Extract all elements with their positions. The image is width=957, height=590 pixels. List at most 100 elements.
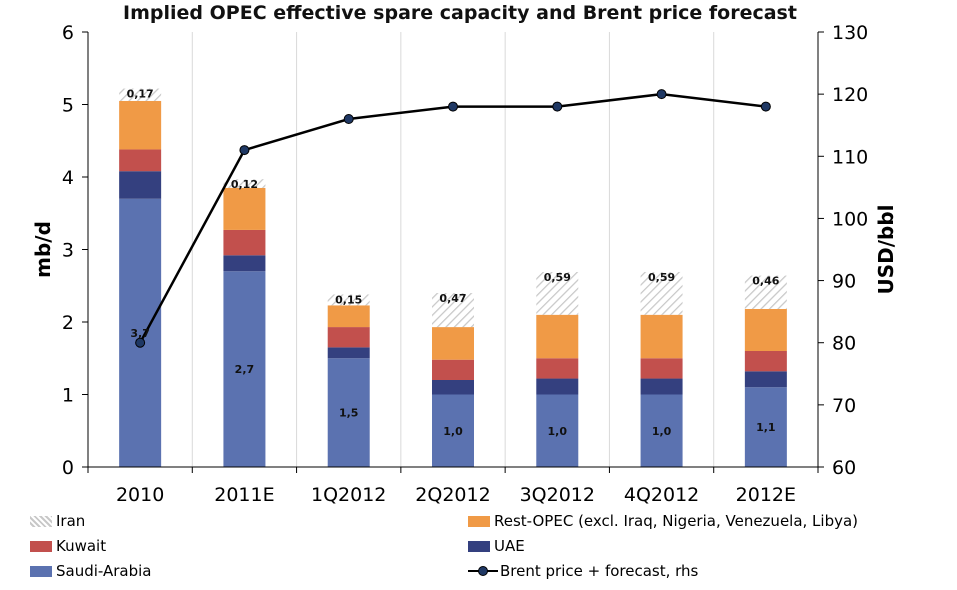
legend-label: Kuwait <box>56 537 107 555</box>
legend-line-swatch <box>468 566 498 576</box>
data-label: 3,7 <box>130 327 150 340</box>
data-label: 1,0 <box>652 425 672 438</box>
x-tick-label: 2011E <box>214 484 274 506</box>
bar-iran <box>744 275 787 309</box>
data-label: 0,17 <box>127 88 154 101</box>
legend-item: Rest-OPEC (excl. Iraq, Nigeria, Venezuel… <box>468 512 858 530</box>
bar-kuwait <box>432 359 474 380</box>
bar-rest-opec <box>432 327 474 360</box>
y2-tick-label: 80 <box>832 333 856 355</box>
bar-rest-opec <box>640 314 683 359</box>
chart-area: 0 1 2 3 4 5 6 60 70 80 90 100 110 120 130 2010 2011E 1Q20… <box>31 22 898 506</box>
bar-rest-opec <box>536 314 579 359</box>
data-label: 1,0 <box>443 425 463 438</box>
data-label: 1,5 <box>339 407 359 420</box>
data-label: 0,46 <box>752 275 779 288</box>
data-label: 0,47 <box>439 292 466 305</box>
y2-tick-label: 70 <box>832 395 856 417</box>
y2-tick-label: 130 <box>832 22 868 44</box>
bar-iran <box>432 293 474 328</box>
bar-kuwait <box>327 327 370 348</box>
legend-swatch <box>468 515 490 527</box>
bar-iran <box>119 88 162 101</box>
legend-item: Iran <box>30 512 85 530</box>
y-tick-label: 4 <box>62 167 74 189</box>
legend-label: Brent price + forecast, rhs <box>500 562 699 580</box>
y2-tick-label: 100 <box>832 208 868 230</box>
legend-label: UAE <box>494 537 525 555</box>
bar-saudi-arabia <box>640 394 683 467</box>
bar-kuwait <box>536 358 579 379</box>
chart-title: Implied OPEC effective spare capacity an… <box>123 2 797 24</box>
y2-axis-label: USD/bbl <box>874 204 898 294</box>
brent-point <box>135 337 146 348</box>
data-label: 0,59 <box>648 271 675 284</box>
bar-uae <box>223 255 266 272</box>
bar-uae <box>744 371 787 388</box>
bar-saudi-arabia <box>327 358 370 467</box>
data-label: 0,59 <box>544 271 571 284</box>
bar-iran <box>536 271 579 315</box>
brent-point <box>552 101 563 112</box>
legend-swatch <box>30 515 52 527</box>
legend-item: Saudi-Arabia <box>30 562 152 580</box>
x-tick-label: 1Q2012 <box>311 484 386 506</box>
legend-label: Rest-OPEC (excl. Iraq, Nigeria, Venezuel… <box>494 512 859 530</box>
brent-point <box>448 101 458 112</box>
bar-rest-opec <box>223 187 266 230</box>
bar-saudi-arabia <box>536 394 579 467</box>
bar-saudi-arabia <box>223 271 266 467</box>
y2-tick-label: 60 <box>832 457 856 479</box>
bar-uae <box>327 347 370 359</box>
bar-rest-opec <box>744 308 787 351</box>
y-axis-label: mb/d <box>31 221 55 278</box>
bar-kuwait <box>223 229 266 256</box>
legend-swatch <box>30 565 52 577</box>
y2-tick-label: 110 <box>832 146 868 168</box>
legend-label: Iran <box>56 512 86 530</box>
bar-iran <box>640 271 683 315</box>
bar-rest-opec <box>119 100 162 150</box>
bar-saudi-arabia <box>432 394 474 467</box>
brent-point <box>239 145 250 156</box>
legend-swatch <box>468 540 490 552</box>
bar-rest-opec <box>327 305 370 328</box>
data-label: 1,1 <box>756 421 776 434</box>
y-tick-label: 3 <box>62 240 74 262</box>
x-tick-label: 4Q2012 <box>624 484 699 506</box>
y-tick-label: 2 <box>62 312 74 334</box>
y-tick-label: 5 <box>62 95 74 117</box>
y-tick-label: 6 <box>62 22 74 44</box>
bar-uae <box>536 378 579 395</box>
bar-saudi-arabia <box>119 198 162 467</box>
x-tick-label: 2010 <box>116 484 164 506</box>
x-tick-label: 2012E <box>736 484 796 506</box>
data-label: 0,15 <box>335 293 362 306</box>
legend-item: Kuwait <box>30 537 106 555</box>
y-tick-label: 0 <box>62 457 74 479</box>
bar-saudi-arabia <box>744 387 787 467</box>
legend-item: UAE <box>468 537 525 555</box>
bar-iran <box>327 294 370 306</box>
bar-uae <box>432 380 474 395</box>
legend-item: Brent price + forecast, rhs <box>468 562 698 580</box>
bar-kuwait <box>744 351 787 372</box>
x-tick-label: 2Q2012 <box>415 484 490 506</box>
bar-uae <box>119 171 162 199</box>
legend-swatch <box>30 540 52 552</box>
x-tick-label: 3Q2012 <box>520 484 595 506</box>
bar-uae <box>640 378 683 395</box>
brent-point <box>656 89 667 100</box>
y2-tick-label: 120 <box>832 84 868 106</box>
data-label: 0,12 <box>231 178 258 191</box>
legend-label: Saudi-Arabia <box>56 562 152 580</box>
data-label: 1,0 <box>548 425 568 438</box>
brent-point <box>760 101 771 112</box>
bar-iran <box>223 179 266 188</box>
bar-kuwait <box>640 358 683 379</box>
brent-point <box>343 114 354 124</box>
data-label: 2,7 <box>235 363 255 376</box>
y-tick-label: 1 <box>62 385 74 407</box>
bar-kuwait <box>119 149 162 172</box>
y2-tick-label: 90 <box>832 271 856 293</box>
